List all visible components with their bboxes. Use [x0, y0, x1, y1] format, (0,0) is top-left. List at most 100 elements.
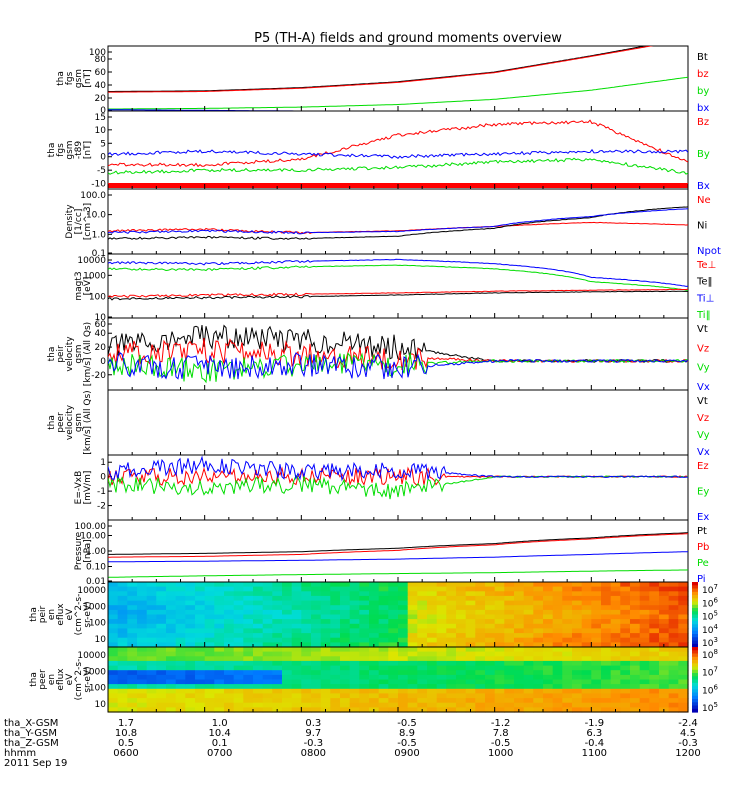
spectrogram-cell — [436, 679, 447, 685]
spectrogram-cell — [175, 656, 186, 662]
spectrogram-cell — [514, 674, 525, 681]
ylabel-line: gsm — [74, 413, 84, 432]
spectrogram-cell — [465, 628, 476, 634]
spectrogram-cell — [465, 679, 476, 685]
series-Ni — [108, 206, 688, 240]
ylabel-line: eV — [65, 608, 75, 621]
spectrogram-cell — [330, 642, 341, 648]
spectrogram-cell — [156, 614, 167, 620]
spectrogram-cell — [146, 623, 157, 629]
spectrogram-cell — [562, 623, 573, 629]
spectrogram-cell — [456, 707, 467, 713]
spectrogram-cell — [562, 637, 573, 643]
spectrogram-cell — [195, 623, 206, 629]
spectrogram-cell — [581, 642, 592, 648]
spectrogram-cell — [543, 609, 554, 616]
spectrogram-cell — [398, 674, 409, 681]
legend-Vx: Vx — [697, 382, 710, 393]
spectrogram-cell — [523, 591, 534, 597]
spectrogram-cell — [156, 688, 167, 694]
spectrogram-cell — [282, 586, 293, 592]
spectrogram-cell — [630, 595, 641, 602]
legend-Ey: Ey — [697, 487, 709, 498]
spectrogram-cell — [572, 647, 583, 653]
spectrogram-cell — [243, 637, 254, 643]
spectrogram-cell — [156, 586, 167, 592]
spectrogram-cell — [282, 642, 293, 648]
spectrogram-cell — [214, 623, 225, 629]
spectrogram-cell — [349, 674, 360, 681]
spectrogram-cell — [369, 614, 380, 620]
spectrogram-cell — [427, 642, 438, 648]
spectrogram-cell — [398, 633, 409, 639]
spectrogram-cell — [388, 679, 399, 685]
series-Pi — [108, 551, 688, 563]
spectrogram-cell — [514, 595, 525, 602]
spectrogram-cell — [195, 637, 206, 643]
spectrogram-cell — [253, 582, 264, 588]
ylabel-line: fgs — [56, 143, 66, 157]
spectrogram-cell — [610, 656, 621, 662]
spectrogram-cell — [543, 698, 554, 704]
spectrogram-cell — [639, 707, 650, 713]
spectrogram-cell — [108, 623, 119, 629]
ylabel-line: peer — [38, 669, 48, 690]
spectrogram-cell — [494, 670, 505, 676]
spectrogram-cell — [233, 698, 244, 704]
spectrogram-cell — [340, 707, 351, 713]
spectrogram-cell — [214, 609, 225, 616]
spectrogram-cell — [610, 698, 621, 704]
spectrogram-cell — [127, 665, 138, 671]
spectrogram-cell — [272, 693, 283, 699]
spectrogram-cell — [195, 605, 206, 611]
spectrogram-cell — [272, 656, 283, 662]
spectrogram-cell — [436, 591, 447, 597]
spectrogram-cell — [407, 623, 418, 629]
legend-Ni: Ni — [697, 221, 707, 232]
spectrogram-cell — [533, 623, 544, 629]
spectrogram-cell — [543, 651, 554, 657]
spectrogram-cell — [175, 674, 186, 681]
spectrogram-cell — [591, 633, 602, 639]
spectrogram-cell — [552, 595, 563, 602]
spectrogram-cell — [127, 609, 138, 616]
spectrogram-cell — [523, 605, 534, 611]
spectrogram-cell — [659, 693, 670, 699]
y-tick-label: 100 — [89, 619, 106, 629]
spectrogram-cell — [214, 679, 225, 685]
spectrogram-cell — [224, 698, 235, 704]
spectrogram-cell — [427, 595, 438, 602]
spectrogram-cell — [465, 633, 476, 639]
spectrogram-cell — [127, 674, 138, 681]
spectrogram-cell — [649, 647, 660, 653]
spectrogram-cell — [311, 674, 322, 681]
spectrogram-cell — [108, 582, 119, 588]
series-Bz — [108, 119, 688, 168]
ylabel-line: (cm^2-s- — [74, 594, 84, 636]
spectrogram-cell — [117, 707, 128, 713]
spectrogram-cell — [485, 595, 496, 602]
spectrogram-cell — [514, 688, 525, 694]
spectrogram-cell — [407, 656, 418, 662]
spectrogram-cell — [678, 651, 689, 657]
spectrogram-cell — [523, 679, 534, 685]
spectrogram-cell — [301, 595, 312, 602]
spectrogram-cell — [485, 651, 496, 657]
series-bz — [108, 46, 654, 93]
spectrogram-cell — [562, 595, 573, 602]
spectrogram-cell — [485, 684, 496, 690]
spectrogram-cell — [282, 679, 293, 685]
spectrogram-cell — [349, 637, 360, 643]
spectrogram-cell — [601, 702, 612, 708]
spectrogram-cell — [465, 582, 476, 588]
spectrogram-cell — [137, 623, 148, 629]
spectrogram-cell — [533, 586, 544, 592]
spectrogram-cell — [320, 633, 331, 639]
spectrogram-cell — [533, 707, 544, 713]
spectrogram-cell — [581, 665, 592, 671]
spectrogram-cell — [243, 586, 254, 592]
spectrogram-cell — [291, 600, 302, 606]
spectrogram-cell — [552, 582, 563, 588]
spectrogram-cell — [562, 614, 573, 620]
